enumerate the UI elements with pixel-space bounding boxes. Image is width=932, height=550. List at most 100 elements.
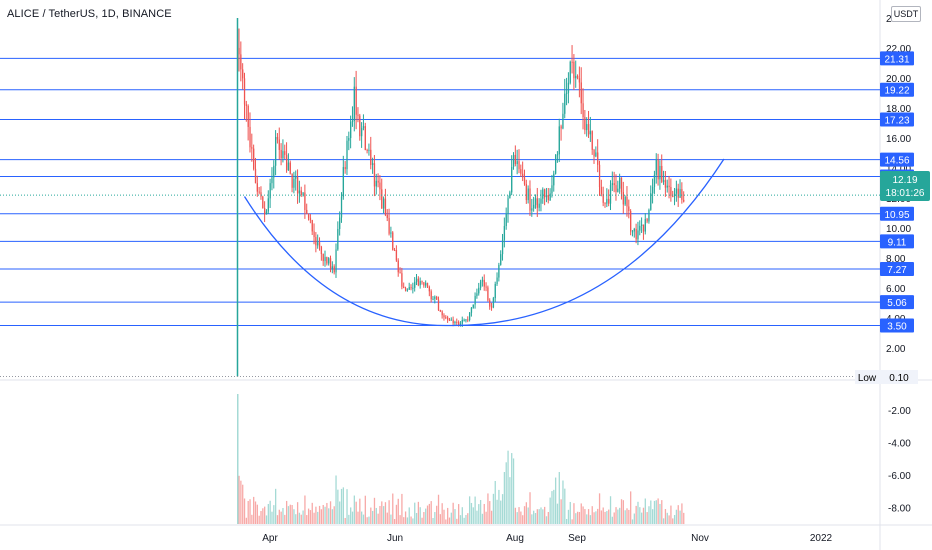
rounded-bottom-curve[interactable] <box>243 158 725 327</box>
volume-bar <box>240 480 242 524</box>
level-badge-label: 14.56 <box>884 156 909 167</box>
volume-bar <box>421 517 423 524</box>
candle-body <box>333 266 335 273</box>
candle-body <box>604 202 606 204</box>
volume-bar <box>417 501 420 524</box>
volume-bar <box>276 515 279 524</box>
candle-body <box>503 226 506 240</box>
candle-body <box>564 93 566 114</box>
volume-bar <box>650 500 652 524</box>
candlesticks <box>236 18 685 377</box>
volume-bar <box>527 507 529 524</box>
volume-bar <box>273 505 275 524</box>
current-price-badge-box <box>880 171 930 201</box>
candle-body <box>494 284 496 299</box>
volume-bar <box>544 506 546 524</box>
price-tick-label: 18.00 <box>886 104 911 115</box>
candle-body <box>375 180 377 187</box>
volume-bar <box>275 488 277 524</box>
volume-bar <box>677 505 679 524</box>
candle-body <box>518 161 520 170</box>
volume-bar <box>364 495 366 524</box>
candle-body <box>478 287 480 294</box>
volume-bar <box>445 519 447 524</box>
volume-bar <box>447 507 449 524</box>
volume-bar <box>492 493 495 524</box>
volume-bar <box>362 514 365 524</box>
candle-body <box>278 139 280 150</box>
candle-body <box>681 189 683 200</box>
volume-bar <box>589 515 592 524</box>
candle-body <box>573 61 575 79</box>
volume-bar <box>575 513 577 524</box>
volume-bar <box>465 515 467 524</box>
candle-body <box>379 182 381 190</box>
candle-body <box>381 189 383 209</box>
candle-body <box>501 239 504 255</box>
volume-bar <box>580 503 582 524</box>
volume-bar <box>373 497 376 524</box>
candle-body <box>243 78 246 105</box>
candle-body <box>342 167 345 197</box>
candle-body <box>318 242 321 247</box>
volume-bar <box>253 496 255 524</box>
low-label: Low <box>858 373 877 384</box>
volume-bar <box>662 518 665 524</box>
candle-body <box>397 260 399 273</box>
candle-body <box>324 257 326 262</box>
candle-body <box>289 162 291 174</box>
volume-bar <box>554 477 557 524</box>
candle-body <box>335 249 337 273</box>
candle-body <box>430 291 432 300</box>
volume-bar <box>426 505 429 524</box>
volume-bar <box>333 506 335 524</box>
volume-bar <box>271 511 273 524</box>
candle-body <box>298 190 301 194</box>
candle-body <box>276 136 279 140</box>
volume-bar <box>348 514 350 524</box>
candle-body <box>414 281 416 288</box>
candle-body <box>540 198 542 204</box>
volume-bar <box>307 508 310 524</box>
volume-bar <box>320 509 323 524</box>
candle-body <box>492 298 495 308</box>
volume-bar <box>399 515 401 524</box>
volume-bar <box>481 513 484 524</box>
candle-body <box>240 54 242 70</box>
candle-body <box>617 188 619 192</box>
level-badge <box>880 234 914 249</box>
volume-bar <box>322 504 324 524</box>
volume-bar <box>622 500 624 524</box>
candle-body <box>507 198 509 214</box>
volume-bar <box>595 511 597 524</box>
volume-bar <box>456 518 458 524</box>
volume-bar <box>403 517 405 524</box>
volume-bar <box>291 505 293 524</box>
candle-body <box>441 311 443 316</box>
volume-bar <box>468 496 471 524</box>
volume-bar <box>335 475 337 524</box>
candle-body <box>644 219 646 232</box>
volume-bar <box>251 514 253 524</box>
volume-bar <box>609 496 612 524</box>
time-axis[interactable]: Apr Jun Aug Sep Nov 2022 <box>262 533 832 544</box>
candle-body <box>339 217 341 229</box>
current-price-countdown: 18:01:26 <box>886 188 925 199</box>
volume-bar <box>306 515 308 524</box>
candle-body <box>677 188 679 198</box>
volume-bar <box>551 491 553 524</box>
volume-bar <box>472 507 474 524</box>
candle-body <box>311 220 313 232</box>
volume-bar <box>642 507 645 524</box>
candle-body <box>382 198 385 209</box>
candle-body <box>390 232 392 234</box>
chart-title: ALICE / TetherUS, 1D, BINANCE <box>5 8 174 20</box>
candle-body <box>426 282 429 287</box>
currency-unit-button[interactable]: USDT <box>891 6 921 22</box>
candle-body <box>331 266 334 269</box>
volume-bar <box>344 517 346 524</box>
candle-body <box>280 149 282 159</box>
volume-bar <box>571 519 573 524</box>
candle-body <box>459 323 462 325</box>
